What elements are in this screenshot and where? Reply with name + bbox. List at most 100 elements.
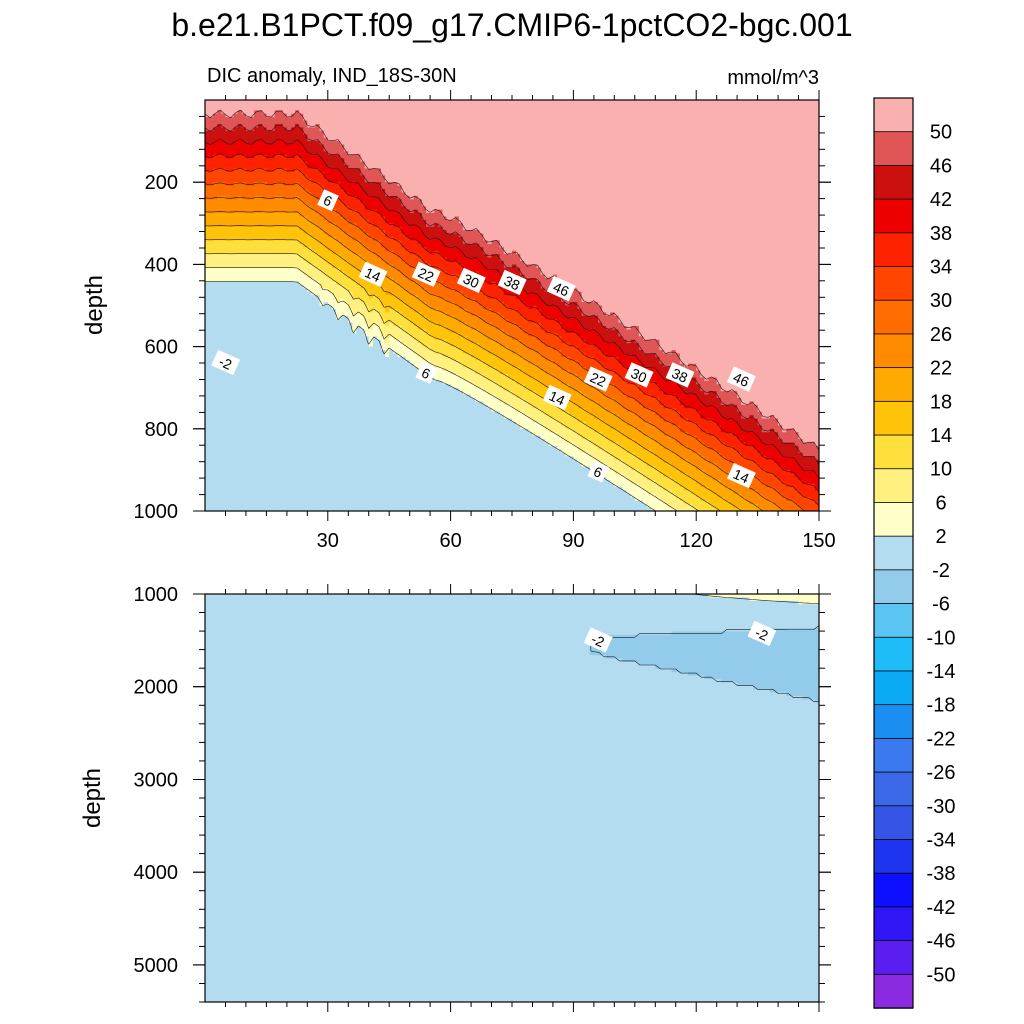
upper-fill-cell [368,247,386,252]
upper-fill-cell [348,219,370,224]
upper-fill-cell [569,411,591,416]
upper-fill-cell [536,278,558,283]
upper-fill-cell [344,158,362,163]
upper-fill-cell [426,315,456,320]
upper-fill-cell [638,346,660,351]
upper-fill-cell [659,497,681,502]
upper-fill-cell [479,315,505,320]
lower-fill-cell [205,923,819,928]
upper-fill-cell [708,473,730,478]
upper-fill-cell [528,374,554,379]
lower-fill-cell [749,628,819,632]
lower-fill-cell [205,709,819,714]
upper-fill-cell [471,367,497,372]
upper-fill-cell [528,428,550,433]
upper-fill-cell [401,202,423,207]
upper-fill-cell [597,332,620,337]
upper-fill-cell [581,326,607,331]
upper-fill-cell [335,209,358,214]
upper-fill-cell [483,260,505,265]
upper-fill-cell [205,459,579,464]
upper-fill-cell [516,250,819,255]
upper-fill-cell [536,377,558,382]
upper-fill-cell [205,346,382,351]
upper-fill-cell [401,326,419,331]
x-tick-label: 30 [317,530,339,552]
upper-fill-cell [327,219,349,224]
upper-fill-cell [503,302,525,307]
upper-fill-cell [442,226,464,231]
upper-fill-cell [385,291,411,296]
upper-fill-cell [205,370,423,375]
lower-fill-cell [205,617,819,622]
upper-fill-cell [417,195,819,200]
lower-fill-cell [205,934,819,938]
upper-fill-cell [205,435,542,440]
lower-fill-cell [205,600,800,605]
colorbar-tick-label: 38 [930,223,952,245]
upper-fill-cell [241,123,259,128]
upper-contour-label: 14 [542,384,572,411]
upper-fill-cell [536,363,558,368]
upper-fill-cell [299,123,308,128]
upper-fill-cell [299,226,321,231]
upper-fill-cell [225,113,235,118]
lower-contour-label: -2 [583,627,613,653]
upper-fill-cell [483,332,509,337]
upper-fill-cell [295,123,300,128]
upper-fill-cell [205,401,484,406]
upper-fill-cell [446,257,480,262]
upper-fill-cell [327,247,349,252]
upper-fill-cell [205,504,648,509]
upper-fill-cell [348,305,370,310]
upper-fill-cell [544,411,570,416]
upper-fill-cell [401,298,423,303]
upper-fill-cell [254,168,267,173]
colorbar-swatch [873,704,914,740]
upper-fill-cell [737,394,819,399]
upper-fill-cell [679,442,705,447]
upper-fill-cell [716,421,738,426]
upper-fill-cell [761,452,783,457]
upper-fill-cell [397,353,419,358]
upper-fill-cell [299,154,321,159]
upper-fill-cell [205,363,415,368]
upper-fill-cell [401,257,423,262]
upper-fill-cell [520,254,819,259]
upper-fill-cell [692,476,714,481]
upper-fill-cell [720,480,742,485]
upper-fill-cell [458,360,484,365]
upper-fill-cell [602,322,624,327]
upper-fill-cell [778,432,800,437]
upper-fill-cell [659,360,681,365]
upper-contour-label-bg [411,261,441,287]
upper-fill-cell [683,404,718,409]
upper-fill-cell [487,377,513,382]
upper-fill-cell [323,147,345,152]
upper-fill-cell [393,278,411,283]
upper-fill-cell [491,254,501,259]
upper-fill-cell [577,432,603,437]
upper-fill-cell [802,466,819,471]
lower-fill-cell [205,978,819,983]
upper-fill-cell [421,370,452,375]
upper-fill-cell [205,487,624,492]
lower-fill-cell [205,866,819,870]
colorbar-swatch [873,198,914,234]
upper-fill-cell [295,168,300,173]
upper-fill-cell [593,415,620,420]
upper-fill-cell [458,319,484,324]
upper-fill-cell [757,408,819,413]
colorbar-swatch [873,805,914,841]
lower-fill-cell [786,692,819,697]
upper-fill-cell [540,380,562,385]
upper-fill-cell [814,456,819,461]
upper-fill-cell [385,319,411,324]
upper-fill-cell [483,319,509,324]
upper-fill-cell [765,456,796,461]
upper-fill-cell [205,493,632,498]
lower-fill-cell [597,634,819,639]
upper-fill-cell [462,363,489,368]
upper-fill-cell [413,336,435,341]
upper-fill-cell [512,336,538,341]
